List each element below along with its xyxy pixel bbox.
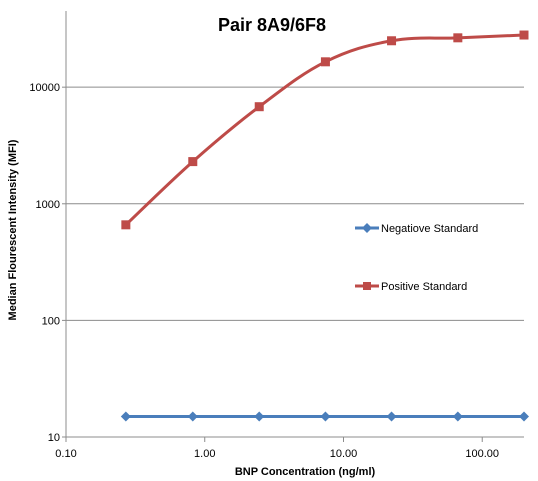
data-point-diamond <box>320 411 331 422</box>
tick-labels: 10 100 1000 10000 0.10 1.00 10.00 100.00 <box>29 82 499 460</box>
gridlines <box>66 86 524 321</box>
data-point-square <box>519 30 529 40</box>
legend-label: Positive Standard <box>381 281 467 293</box>
series-negatiove-standard <box>120 411 529 422</box>
data-point-square <box>387 36 397 46</box>
x-tick-label: 1.00 <box>194 448 215 460</box>
legend-label: Negatiove Standard <box>381 223 478 235</box>
legend-marker-diamond <box>362 223 372 233</box>
x-tick-label: 0.10 <box>55 448 76 460</box>
data-point-square <box>188 157 198 167</box>
data-point-diamond <box>120 411 131 422</box>
legend-entry: Positive Standard <box>355 281 467 293</box>
y-tick-label: 10000 <box>29 82 60 94</box>
data-point-diamond <box>519 411 529 422</box>
series-positive-standard <box>121 30 529 230</box>
axes <box>62 11 524 442</box>
y-tick-label: 1000 <box>36 199 60 211</box>
x-axis-title: BNP Concentration (ng/ml) <box>235 466 376 478</box>
x-tick-label: 10.00 <box>330 448 358 460</box>
data-point-square <box>320 57 330 67</box>
series-layer <box>120 30 529 422</box>
data-point-diamond <box>254 411 265 422</box>
data-point-diamond <box>187 411 198 422</box>
legend: Negatiove Standard Positive Standard <box>355 223 478 293</box>
data-point-diamond <box>386 411 397 422</box>
y-tick-label: 100 <box>42 315 60 327</box>
data-point-square <box>121 220 131 230</box>
y-tick-label: 10 <box>48 432 60 444</box>
legend-marker-square <box>363 282 371 290</box>
data-point-square <box>254 102 264 112</box>
data-point-diamond <box>452 411 463 422</box>
legend-entry: Negatiove Standard <box>355 223 478 235</box>
chart-title: Pair 8A9/6F8 <box>218 15 326 35</box>
data-point-square <box>453 33 463 43</box>
x-tick-label: 100.00 <box>465 448 499 460</box>
y-axis-title: Median Flourescent Intensity (MFI) <box>7 139 19 320</box>
